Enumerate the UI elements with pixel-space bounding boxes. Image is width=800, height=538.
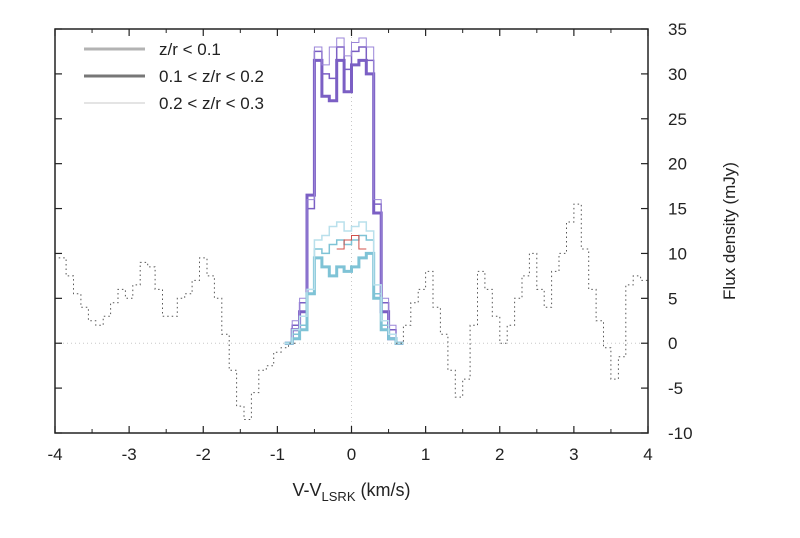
x-tick-label: 4: [643, 445, 652, 464]
series-line-6: [336, 235, 367, 250]
y-tick-label: -5: [668, 379, 683, 398]
x-axis-label-main: V-V: [293, 480, 322, 500]
series-line-7: [58, 257, 296, 420]
x-axis-label-subscript: LSRK: [322, 489, 356, 504]
legend-label: z/r < 0.1: [159, 40, 221, 59]
legend-label: 0.1 < z/r < 0.2: [159, 67, 264, 86]
y-tick-label: 30: [668, 65, 687, 84]
legend-label: 0.2 < z/r < 0.3: [159, 94, 264, 113]
series-line-4: [284, 234, 404, 344]
series-layer: [58, 37, 648, 420]
x-tick-label: 0: [347, 445, 356, 464]
y-tick-label: 10: [668, 244, 687, 263]
x-tick-label: -4: [47, 445, 62, 464]
zero-reference-lines: [55, 29, 648, 433]
series-line-5: [284, 221, 404, 344]
y-tick-label: 20: [668, 155, 687, 174]
x-axis-label-unit: (km/s): [356, 480, 411, 500]
y-tick-label: 35: [668, 20, 687, 39]
y-tick-label: 0: [668, 334, 677, 353]
y-tick-label: -10: [668, 424, 693, 443]
y-axis: 35 30 25 20 15 10 5 0 -5 -10: [55, 20, 693, 443]
series-line-0: [284, 58, 404, 345]
x-tick-label: 3: [569, 445, 578, 464]
y-axis-label: Flux density (mJy): [720, 162, 739, 300]
x-axis-label: V-VLSRK (km/s): [293, 480, 411, 504]
series-line-8: [396, 203, 648, 398]
x-tick-label: -1: [270, 445, 285, 464]
x-tick-label: -3: [122, 445, 137, 464]
x-tick-label: 2: [495, 445, 504, 464]
y-tick-label: 25: [668, 110, 687, 129]
x-tick-label: 1: [421, 445, 430, 464]
x-tick-label: -2: [196, 445, 211, 464]
x-axis: -4 -3 -2 -1 0 1 2 3 4: [47, 29, 653, 464]
legend: z/r < 0.1 0.1 < z/r < 0.2 0.2 < z/r < 0.3: [84, 40, 264, 113]
y-tick-label: 5: [668, 289, 677, 308]
y-tick-label: 15: [668, 200, 687, 219]
series-line-2: [284, 37, 404, 344]
